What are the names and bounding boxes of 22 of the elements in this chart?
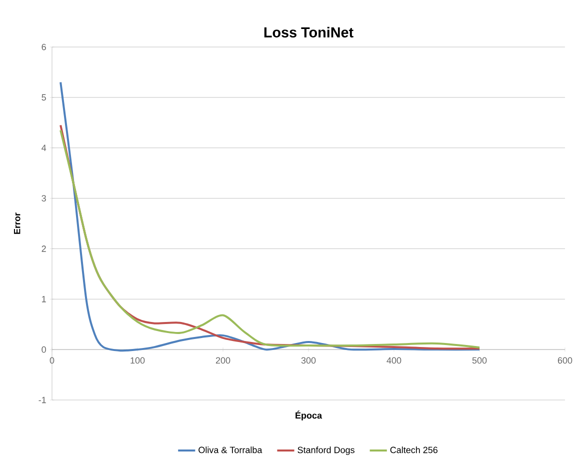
x-tick-label: 400 [386,357,402,364]
x-tick-label: 0 [50,357,54,364]
x-tick-label: 300 [301,357,316,364]
line-series [60,81,480,352]
legend-label: Oliva & Torralba [198,446,262,454]
y-axis-title: Error [14,212,20,234]
y-tick-label: 3 [42,195,46,202]
y-tick-label: 4 [42,144,46,151]
x-tick-label: 500 [472,357,487,364]
x-tick-label: 600 [558,357,572,364]
x-tick-label: 200 [216,357,230,364]
y-tick-label: 6 [42,44,46,50]
y-tick-label: 0 [42,346,46,353]
y-tick-label: 2 [42,246,46,252]
legend-label: Stanford Dogs [298,446,354,455]
x-axis-title: Época [296,410,322,420]
chart-title: Loss ToniNet [264,26,354,38]
y-tick-label: 5 [42,94,46,101]
legend-label: Caltech 256 [390,446,438,454]
y-tick-label: -1 [38,396,46,404]
x-tick-label: 100 [130,357,145,364]
y-tick-label: 1 [42,296,46,302]
